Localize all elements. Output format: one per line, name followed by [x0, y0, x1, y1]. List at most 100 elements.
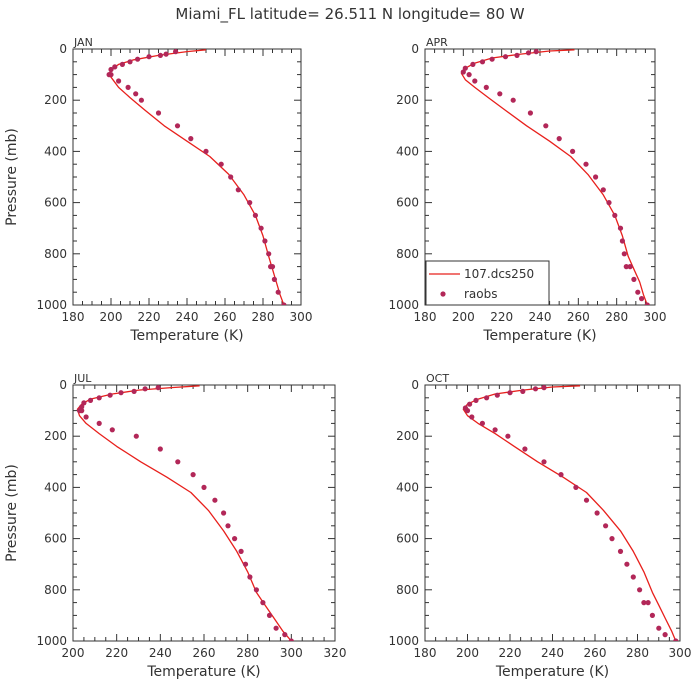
plot-frame	[72, 48, 302, 306]
raobs-point	[282, 632, 288, 638]
raobs-point	[271, 276, 277, 282]
raobs-point	[507, 390, 513, 396]
raobs-point	[146, 54, 152, 60]
figure-title: Miami_FL latitude= 26.511 N longitude= 8…	[175, 5, 524, 24]
y-tick-label: 1000	[388, 634, 419, 648]
raobs-point	[673, 638, 679, 641]
raobs-point	[107, 392, 113, 398]
x-tick-label: 180	[414, 310, 437, 324]
raobs-point	[133, 433, 139, 439]
raobs-point	[472, 78, 478, 84]
plot-area	[106, 49, 287, 305]
y-tick-label: 0	[59, 378, 67, 392]
raobs-point	[619, 238, 626, 244]
raobs-point	[138, 97, 144, 103]
y-tick-label: 400	[396, 144, 419, 158]
plot-area	[462, 385, 679, 641]
raobs-point	[232, 536, 238, 542]
raobs-point	[79, 404, 85, 410]
y-tick-label: 800	[396, 247, 419, 261]
raobs-point	[606, 200, 612, 206]
raobs-point	[543, 123, 549, 129]
raobs-point	[118, 390, 124, 396]
raobs-point	[281, 302, 287, 305]
y-tick-label: 200	[396, 429, 419, 443]
raobs-point	[96, 420, 102, 426]
raobs-point	[469, 414, 475, 420]
raobs-point	[83, 414, 89, 420]
raobs-point	[87, 397, 94, 403]
raobs-point	[617, 225, 624, 231]
raobs-point	[492, 427, 498, 433]
y-tick-label: 400	[44, 480, 67, 494]
raobs-point	[125, 84, 131, 90]
raobs-point	[247, 200, 253, 206]
raobs-point	[258, 225, 264, 231]
raobs-point	[190, 472, 196, 478]
x-tick-label: 260	[193, 646, 216, 660]
x-tick-label: 280	[626, 646, 649, 660]
panel-label: OCT	[426, 372, 449, 385]
plot-frame	[72, 384, 336, 642]
y-tick-label: 600	[396, 196, 419, 210]
raobs-point	[266, 251, 272, 257]
raobs-point	[260, 600, 266, 606]
y-tick-label: 600	[396, 532, 419, 546]
y-tick-label: 200	[44, 93, 67, 107]
x-tick-label: 260	[214, 310, 237, 324]
raobs-point	[131, 388, 137, 394]
raobs-point	[541, 385, 547, 391]
plot-area	[76, 385, 294, 641]
x-tick-label: 300	[644, 310, 667, 324]
raobs-point	[570, 148, 576, 154]
raobs-point	[532, 386, 539, 392]
y-tick-label: 600	[44, 532, 67, 546]
raobs-point	[637, 587, 643, 593]
raobs-point	[558, 472, 564, 478]
raobs-point	[247, 574, 253, 580]
raobs-point	[522, 446, 528, 452]
x-tick-label: 180	[414, 646, 437, 660]
legend-label-107-dcs250: 107.dcs250	[464, 267, 534, 281]
raobs-point	[109, 427, 115, 433]
panel-label: JAN	[73, 36, 93, 49]
x-axis-label: Temperature (K)	[146, 664, 260, 680]
y-tick-label: 400	[396, 480, 419, 494]
x-tick-label: 200	[452, 310, 475, 324]
y-tick-label: 400	[44, 144, 67, 158]
panel-jan: JAN 180 200 220 240 260 280 300 0 200 400 600 800 100…	[4, 36, 312, 344]
raobs-point	[617, 548, 624, 555]
x-tick-label: 280	[605, 310, 628, 324]
x-tick-label: 240	[149, 646, 172, 660]
panel-apr: APR 180 200 220 240 260 280 300 0 200 400 600 800 100…	[388, 36, 666, 344]
raobs-point	[157, 446, 163, 452]
raobs-point	[641, 600, 647, 606]
raobs-point	[155, 110, 162, 116]
raobs-point	[573, 484, 579, 490]
x-tick-label: 320	[324, 646, 347, 660]
y-tick-label: 600	[44, 196, 67, 210]
plot-area	[460, 49, 650, 305]
x-tick-label: 260	[584, 646, 607, 660]
raobs-point	[155, 385, 161, 391]
raobs-point	[644, 302, 650, 305]
raobs-point	[662, 632, 668, 638]
raobs-point	[484, 395, 490, 401]
panel-label: JUL	[73, 372, 92, 385]
raobs-point	[600, 187, 606, 193]
y-tick-label: 800	[44, 247, 67, 261]
y-tick-label: 200	[44, 429, 67, 443]
raobs-point	[253, 587, 259, 593]
raobs-point	[228, 174, 234, 180]
raobs-point	[467, 401, 473, 407]
raobs-point	[603, 523, 609, 529]
x-axis-label: Temperature (K)	[495, 664, 609, 680]
series-line-107-dcs250	[76, 385, 292, 641]
x-tick-label: 220	[105, 646, 128, 660]
raobs-point	[631, 276, 637, 282]
raobs-point	[273, 625, 279, 631]
raobs-point	[630, 574, 636, 580]
raobs-point	[174, 123, 181, 129]
raobs-point	[473, 397, 479, 403]
